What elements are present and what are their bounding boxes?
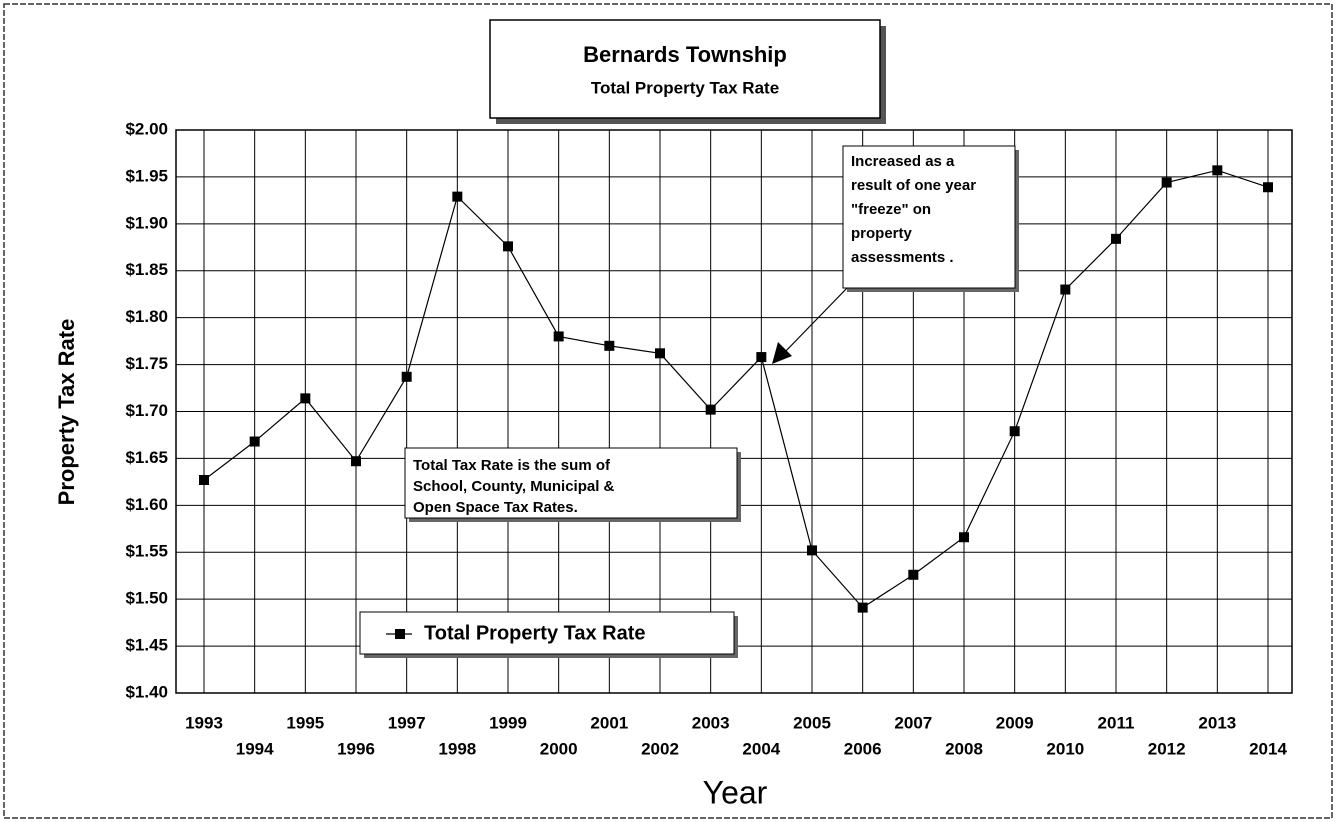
x-tick-label: 1996 xyxy=(337,739,375,758)
annotation-arrow xyxy=(781,284,851,356)
y-tick-label: $1.95 xyxy=(125,166,168,185)
x-tick-label: 2005 xyxy=(793,713,831,732)
x-tick-label: 2006 xyxy=(844,739,882,758)
data-point xyxy=(351,456,361,467)
data-point xyxy=(705,404,716,415)
y-tick-label: $1.80 xyxy=(125,307,168,326)
data-point xyxy=(959,532,969,543)
y-tick-label: $1.45 xyxy=(125,636,168,655)
x-axis-label: Year xyxy=(703,774,768,810)
data-point xyxy=(199,474,209,485)
x-tick-label: 1993 xyxy=(185,713,223,732)
y-axis-label: Property Tax Rate xyxy=(54,319,79,506)
annotation-box xyxy=(404,447,738,519)
x-tick-label: 2013 xyxy=(1198,713,1236,732)
y-tick-label: $1.70 xyxy=(125,401,168,420)
y-tick-label: $1.60 xyxy=(125,495,168,514)
data-point xyxy=(908,569,919,580)
data-point xyxy=(401,371,412,382)
data-point xyxy=(807,545,817,556)
x-tick-label: 2002 xyxy=(641,739,679,758)
data-point xyxy=(756,352,767,363)
frame xyxy=(3,3,1333,819)
legend-label: Total Property Tax Rate xyxy=(424,622,646,644)
data-point xyxy=(452,191,463,202)
x-tick-label: 1999 xyxy=(489,713,527,732)
annotation-text: property xyxy=(851,225,913,242)
chart-subtitle: Total Property Tax Rate xyxy=(591,78,779,97)
data-point xyxy=(857,602,868,613)
x-tick-label: 1998 xyxy=(438,739,476,758)
data-point xyxy=(1111,233,1121,244)
y-tick-label: $1.40 xyxy=(125,682,168,701)
data-point xyxy=(503,241,513,252)
data-point xyxy=(1212,165,1223,176)
data-point xyxy=(553,331,564,342)
y-tick-label: $1.85 xyxy=(125,260,168,279)
data-point xyxy=(1009,426,1020,437)
y-tick-label: $1.50 xyxy=(125,589,168,608)
x-tick-label: 2011 xyxy=(1098,713,1135,732)
annotation-text: assessments . xyxy=(851,249,954,266)
x-tick-label: 2000 xyxy=(540,739,578,758)
x-tick-label: 1994 xyxy=(236,739,274,758)
y-tick-label: $1.75 xyxy=(125,354,168,373)
data-point xyxy=(249,436,260,447)
y-tick-label: $2.00 xyxy=(125,119,168,138)
data-point xyxy=(1161,177,1172,188)
annotation-text: School, County, Municipal & xyxy=(413,478,615,495)
annotation-text: Increased as a xyxy=(851,153,955,170)
title-box xyxy=(489,19,881,119)
x-tick-label: 2014 xyxy=(1249,739,1287,758)
x-tick-label: 2003 xyxy=(692,713,730,732)
chart-title: Bernards Township xyxy=(583,42,787,67)
x-tick-label: 2012 xyxy=(1148,739,1186,758)
x-tick-label: 2008 xyxy=(945,739,983,758)
x-tick-label: 1995 xyxy=(286,713,324,732)
x-tick-label: 2004 xyxy=(742,739,780,758)
annotation-text: "freeze" on xyxy=(851,201,931,218)
data-point xyxy=(655,348,665,359)
series-line xyxy=(203,169,1269,609)
data-point xyxy=(1060,284,1071,295)
x-tick-label: 2001 xyxy=(590,713,628,732)
data-point xyxy=(604,340,615,351)
y-tick-label: $1.65 xyxy=(125,448,168,467)
annotation-box xyxy=(842,145,1016,289)
x-tick-label: 2010 xyxy=(1046,739,1084,758)
x-tick-label: 1997 xyxy=(388,713,426,732)
annotation-text: Open Space Tax Rates. xyxy=(413,499,578,516)
annotation-arrowhead xyxy=(772,342,792,364)
y-tick-label: $1.90 xyxy=(125,213,168,232)
data-point xyxy=(1263,182,1273,193)
annotation-text: result of one year xyxy=(851,177,976,194)
legend-box xyxy=(359,611,735,655)
y-tick-label: $1.55 xyxy=(125,542,168,561)
data-point xyxy=(300,393,311,404)
legend-marker xyxy=(395,629,405,639)
x-tick-label: 2009 xyxy=(996,713,1034,732)
annotation-text: Total Tax Rate is the sum of xyxy=(413,457,611,474)
x-tick-label: 2007 xyxy=(894,713,932,732)
